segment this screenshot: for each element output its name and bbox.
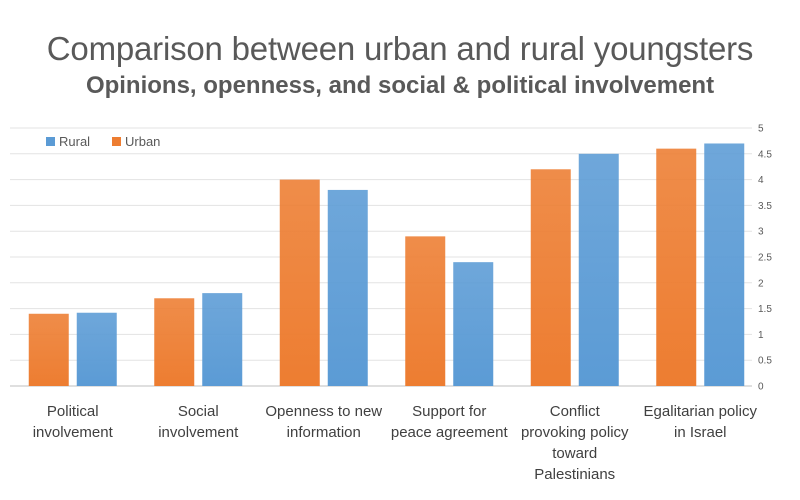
y-tick-label: 0.5	[758, 356, 772, 367]
x-tick-label: Openness to new	[265, 403, 382, 420]
y-tick-label: 3.5	[758, 201, 772, 212]
y-tick-label: 0	[758, 382, 764, 393]
y-tick-label: 2	[758, 278, 764, 289]
x-tick-label: Social	[178, 403, 219, 420]
y-tick-label: 4	[758, 175, 764, 186]
bar-urban	[28, 313, 69, 386]
bar-rural	[327, 189, 368, 386]
x-tick-label: Palestinians	[534, 466, 615, 483]
x-tick-label: provoking policy	[521, 424, 629, 441]
x-tick-label: in Israel	[674, 424, 727, 441]
y-tick-label: 1	[758, 330, 764, 341]
x-tick-label: involvement	[158, 424, 239, 441]
bar-urban	[279, 179, 320, 386]
x-tick-label: Support for	[412, 403, 486, 420]
bar-urban	[154, 298, 195, 386]
chart-subtitle: Opinions, openness, and social & politic…	[85, 72, 715, 99]
legend-label: Rural	[59, 134, 90, 149]
x-tick-label: Conflict	[550, 403, 601, 420]
bar-urban	[656, 148, 697, 386]
chart-title: Comparison between urban and rural young…	[46, 30, 754, 67]
y-tick-label: 1.5	[758, 304, 772, 315]
legend-swatch	[46, 137, 55, 146]
y-tick-label: 3	[758, 227, 764, 238]
x-tick-label: information	[287, 424, 361, 441]
bar-rural	[202, 293, 243, 386]
x-tick-label: peace agreement	[391, 424, 509, 441]
legend-label: Urban	[125, 134, 160, 149]
x-tick-label: Political	[47, 403, 99, 420]
x-tick-label: Egalitarian policy	[644, 403, 758, 420]
y-tick-label: 2.5	[758, 253, 772, 264]
legend-swatch	[112, 137, 121, 146]
bar-urban	[405, 236, 446, 386]
x-tick-label: toward	[552, 445, 597, 462]
bar-urban	[530, 169, 571, 386]
y-tick-label: 4.5	[758, 149, 772, 160]
bar-rural	[453, 262, 494, 386]
bar-rural	[578, 153, 619, 386]
y-tick-label: 5	[758, 124, 764, 135]
bar-rural	[76, 312, 117, 386]
x-tick-label: involvement	[33, 424, 114, 441]
bar-rural	[704, 143, 745, 386]
